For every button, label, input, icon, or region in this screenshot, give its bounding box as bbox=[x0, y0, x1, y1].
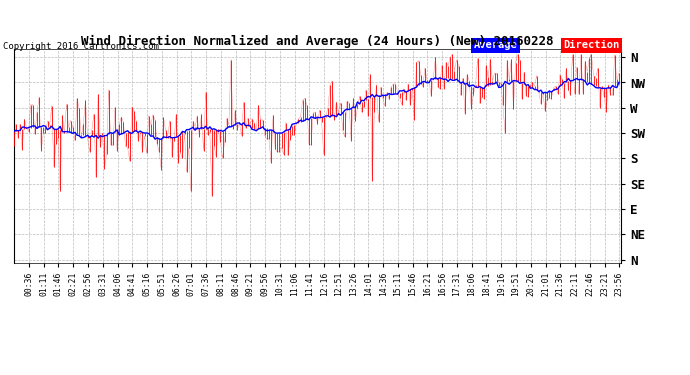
Text: Direction: Direction bbox=[564, 40, 620, 50]
Text: Average: Average bbox=[474, 40, 518, 50]
Title: Wind Direction Normalized and Average (24 Hours) (New) 20160228: Wind Direction Normalized and Average (2… bbox=[81, 34, 553, 48]
Text: Copyright 2016 Cartronics.com: Copyright 2016 Cartronics.com bbox=[3, 42, 159, 51]
